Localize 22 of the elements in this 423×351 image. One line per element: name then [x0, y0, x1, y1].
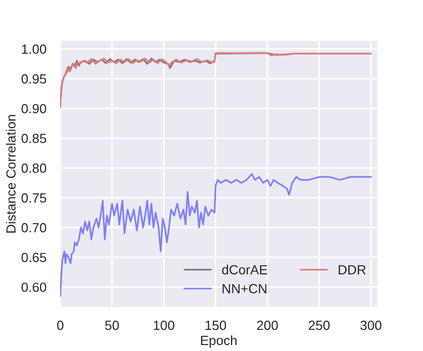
y-tick-label: 1.00	[22, 44, 46, 54]
legend-label: NN+CN	[222, 284, 266, 294]
y-tick-label: 0.65	[22, 252, 46, 262]
x-tick-label: 100	[154, 320, 174, 330]
y-tick-label: 0.80	[22, 164, 46, 173]
x-tick-label: 300	[360, 320, 382, 330]
y-tick-label: 0.75	[22, 193, 46, 203]
x-tick-label: 150	[206, 320, 226, 330]
legend-label: dCorAE	[222, 264, 268, 274]
x-tick-label: 0	[57, 320, 64, 330]
y-tick-label: 0.90	[22, 104, 46, 114]
y-tick-label: 0.60	[22, 282, 46, 292]
x-tick-label: 200	[257, 320, 278, 330]
x-tick-label: 50	[105, 320, 119, 330]
y-tick-label: 0.70	[22, 223, 46, 232]
x-tick-label: 250	[308, 320, 330, 330]
y-tick-label: 0.95	[22, 74, 46, 84]
legend-label: DDR	[338, 265, 366, 274]
x-axis-title: Epoch	[201, 335, 237, 348]
y-axis-title: Distance Correlation	[6, 115, 16, 233]
line-series	[59, 173, 372, 297]
y-tick-label: 0.85	[22, 134, 46, 144]
